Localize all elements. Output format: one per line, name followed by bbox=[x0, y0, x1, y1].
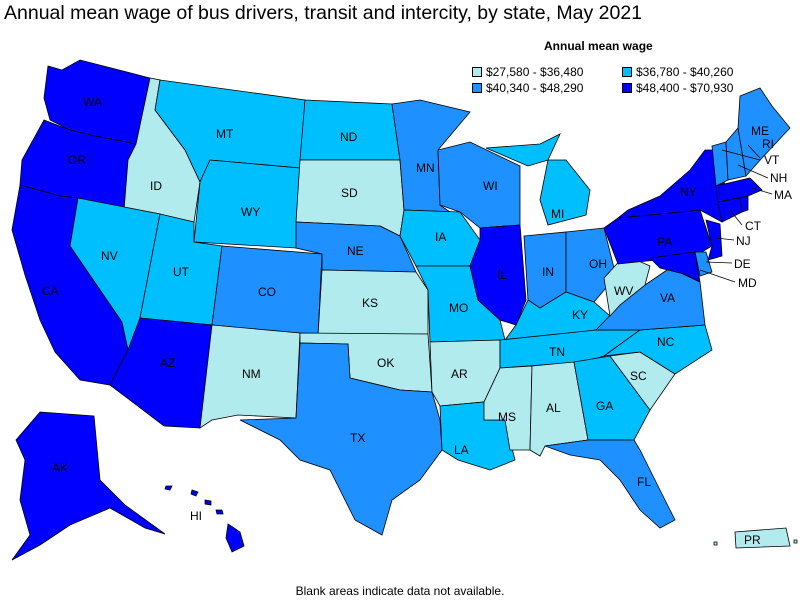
legend-swatch-bin-4 bbox=[622, 83, 632, 93]
legend-item-bin-3: $40,340 - $48,290 bbox=[472, 81, 583, 95]
legend-title: Annual mean wage bbox=[544, 39, 653, 53]
legend-item-bin-4: $48,400 - $70,930 bbox=[622, 81, 733, 95]
legend-label-bin-3: $40,340 - $48,290 bbox=[486, 81, 584, 95]
map-title: Annual mean wage of bus drivers, transit… bbox=[4, 2, 643, 24]
state-wy[interactable] bbox=[193, 159, 301, 249]
island-pr-small[interactable] bbox=[713, 539, 798, 546]
state-ma[interactable] bbox=[715, 177, 763, 203]
state-me[interactable] bbox=[737, 87, 791, 177]
state-ga[interactable] bbox=[573, 355, 651, 441]
state-oh[interactable] bbox=[565, 227, 617, 303]
callout-line-ri bbox=[747, 144, 761, 159]
state-de[interactable] bbox=[694, 251, 713, 277]
callout-line-vt bbox=[721, 149, 761, 161]
callout-line-nj bbox=[715, 237, 735, 241]
state-nm[interactable] bbox=[199, 324, 301, 429]
legend-label-bin-1: $27,580 - $36,480 bbox=[486, 65, 584, 79]
legend-item-bin-1: $27,580 - $36,480 bbox=[472, 65, 583, 79]
legend-item-bin-2: $36,780 - $40,260 bbox=[622, 65, 733, 79]
state-nj[interactable] bbox=[705, 219, 723, 261]
state-tx[interactable] bbox=[239, 342, 443, 536]
state-il[interactable] bbox=[469, 224, 527, 326]
callout-line-nh bbox=[737, 164, 769, 179]
state-ak[interactable] bbox=[11, 411, 166, 561]
state-co[interactable] bbox=[211, 245, 323, 337]
legend-swatch-bin-3 bbox=[472, 83, 482, 93]
callout-line-md bbox=[699, 269, 736, 283]
legend-label-bin-2: $36,780 - $40,260 bbox=[636, 65, 734, 79]
callout-line-ma bbox=[751, 187, 773, 195]
territory-pr[interactable] bbox=[734, 527, 791, 549]
state-ks[interactable] bbox=[317, 269, 429, 337]
footnote: Blank areas indicate data not available. bbox=[295, 584, 505, 598]
legend-swatch-bin-1 bbox=[472, 67, 482, 77]
legend-swatch-bin-2 bbox=[622, 67, 632, 77]
state-nd[interactable] bbox=[299, 99, 401, 161]
state-hi[interactable] bbox=[164, 485, 245, 553]
callout-line-de bbox=[705, 261, 733, 264]
callout-line-ct bbox=[729, 209, 743, 226]
state-fl[interactable] bbox=[544, 439, 676, 529]
state-md[interactable] bbox=[649, 251, 701, 283]
legend-label-bin-4: $48,400 - $70,930 bbox=[636, 81, 734, 95]
state-mi[interactable] bbox=[485, 133, 591, 226]
